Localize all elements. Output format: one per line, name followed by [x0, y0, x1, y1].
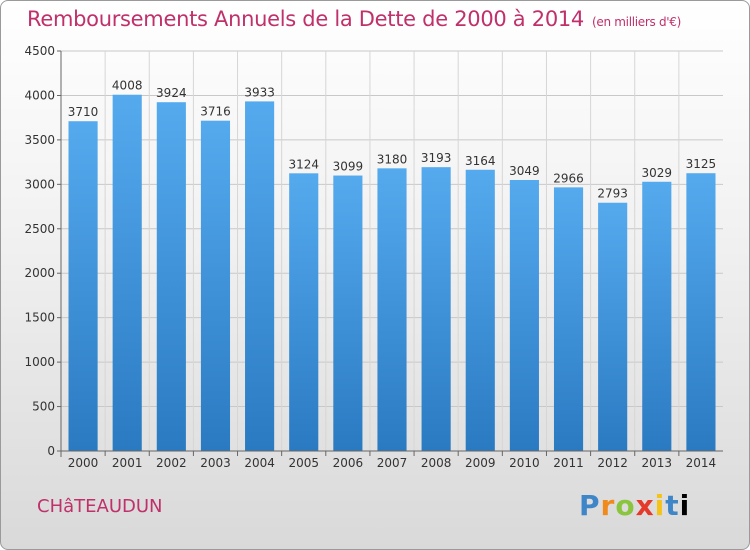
data-label: 3049 [509, 164, 540, 178]
x-tick-label: 2000 [68, 456, 99, 470]
y-tick-label: 4000 [24, 88, 55, 102]
data-label: 2966 [553, 171, 584, 185]
axes: 0 500 1000 1500 2000 2500 3000 3500 4000 4500 2000… [24, 44, 723, 470]
x-tick-label: 2009 [465, 456, 496, 470]
bar [156, 102, 186, 451]
data-label: 3164 [465, 154, 496, 168]
data-label: 3099 [333, 160, 364, 174]
title-unit: (en milliers d'€) [592, 15, 682, 29]
data-label: 3029 [642, 166, 673, 180]
bar [289, 173, 319, 452]
y-tick-label: 3000 [24, 177, 55, 191]
bar [465, 169, 495, 451]
bar [245, 101, 275, 452]
bar [377, 168, 407, 452]
bar [642, 181, 672, 451]
y-tick-label: 4500 [24, 44, 55, 58]
x-tick-label: 2005 [288, 456, 319, 470]
data-label: 3933 [244, 85, 275, 99]
bar [686, 173, 716, 451]
y-tick-label: 500 [32, 400, 55, 414]
data-label: 4008 [112, 79, 143, 93]
data-label: 3710 [68, 105, 99, 119]
x-tick-label: 2007 [377, 456, 408, 470]
bar [68, 121, 98, 451]
data-label: 3124 [288, 157, 319, 171]
logo-letter: o [615, 489, 636, 522]
logo-letter: i [679, 489, 691, 522]
x-tick-label: 2006 [333, 456, 364, 470]
x-tick-label: 2010 [509, 456, 540, 470]
bar [200, 120, 231, 451]
x-tick-label: 2008 [421, 456, 452, 470]
y-tick-label: 3500 [24, 133, 55, 147]
y-tick-label: 1500 [24, 311, 55, 325]
x-tick-label: 2001 [112, 456, 143, 470]
logo-letter: x [635, 489, 655, 522]
bars: 3710 4008 3924 3716 3933 3124 3099 3180 3193 3164… [68, 79, 717, 452]
bar [112, 94, 142, 451]
x-tick-label: 2014 [686, 456, 717, 470]
logo-letter: i [654, 489, 666, 522]
data-label: 2793 [597, 187, 628, 201]
city-name: CHâTEAUDUN [37, 496, 163, 517]
x-tick-label: 2004 [244, 456, 275, 470]
x-tick-label: 2012 [597, 456, 628, 470]
logo-letter: t [665, 489, 680, 522]
x-tick-label: 2003 [200, 456, 231, 470]
data-label: 3716 [200, 105, 231, 119]
y-tick-label: 1000 [24, 355, 55, 369]
data-label: 3180 [377, 152, 408, 166]
proxiti-logo: Proxiti [579, 489, 690, 522]
bar [553, 187, 584, 451]
data-label: 3924 [156, 86, 187, 100]
title-text: Remboursements Annuels de la Dette de 20… [27, 7, 584, 31]
y-tick-label: 2500 [24, 222, 55, 236]
bar [598, 202, 628, 451]
y-tick-label: 0 [47, 444, 55, 458]
bar [421, 167, 451, 451]
x-tick-label: 2013 [642, 456, 673, 470]
data-label: 3193 [421, 151, 452, 165]
data-label: 3125 [686, 157, 717, 171]
x-tick-label: 2011 [553, 456, 584, 470]
logo-letter: P [579, 489, 601, 522]
bar [509, 179, 539, 451]
logo-letter: r [600, 489, 616, 522]
y-tick-label: 2000 [24, 266, 55, 280]
bar [333, 175, 363, 452]
x-tick-label: 2002 [156, 456, 187, 470]
chart-title: Remboursements Annuels de la Dette de 20… [27, 7, 681, 31]
